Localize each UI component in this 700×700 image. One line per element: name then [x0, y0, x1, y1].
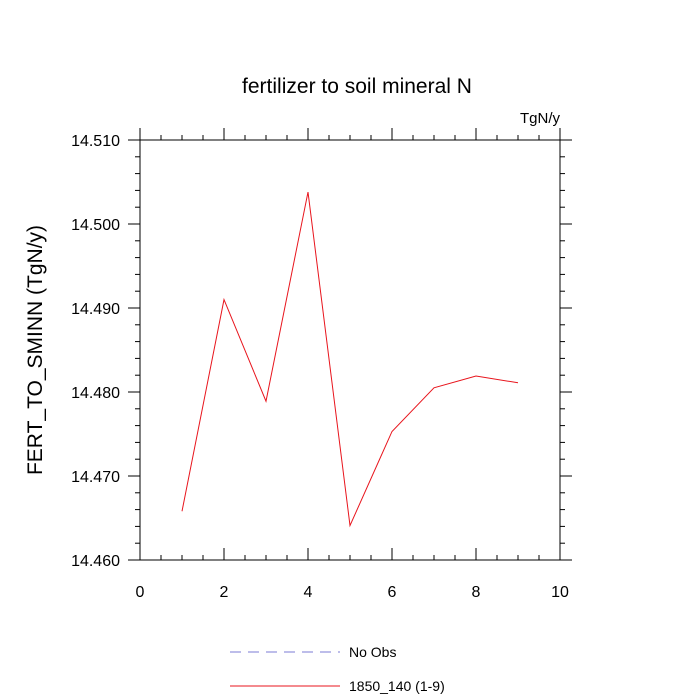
x-tick-label: 8 [472, 584, 481, 601]
y-axis-label: FERT_TO_SMINN (TgN/y) [24, 225, 47, 475]
y-tick-label: 14.470 [71, 469, 120, 486]
y-tick-label: 14.460 [71, 553, 120, 570]
legend-label-1850-140: 1850_140 (1-9) [349, 678, 445, 694]
x-tick-label: 4 [304, 584, 313, 601]
y-tick-label: 14.490 [71, 301, 120, 318]
x-tick-label: 10 [551, 584, 569, 601]
y-tick-label: 14.510 [71, 133, 120, 150]
x-tick-label: 2 [220, 584, 229, 601]
chart-title: fertilizer to soil mineral N [242, 75, 472, 98]
x-tick-label: 0 [136, 584, 145, 601]
axis-ticks: 0 2 4 6 8 10 14.460 14.470 14.480 14.490 14.500 14.… [71, 128, 572, 601]
series-layer [181, 191, 519, 528]
x-tick-label: 6 [388, 584, 397, 601]
legend: No Obs 1850_140 (1-9) [230, 644, 445, 694]
plot-frame [139, 139, 561, 561]
y-tick-label: 14.480 [71, 385, 120, 402]
y-tick-label: 14.500 [71, 217, 120, 234]
legend-label-no-obs: No Obs [349, 644, 396, 660]
series-line-1850-140 [181, 191, 519, 528]
units-label: TgN/y [520, 110, 561, 127]
